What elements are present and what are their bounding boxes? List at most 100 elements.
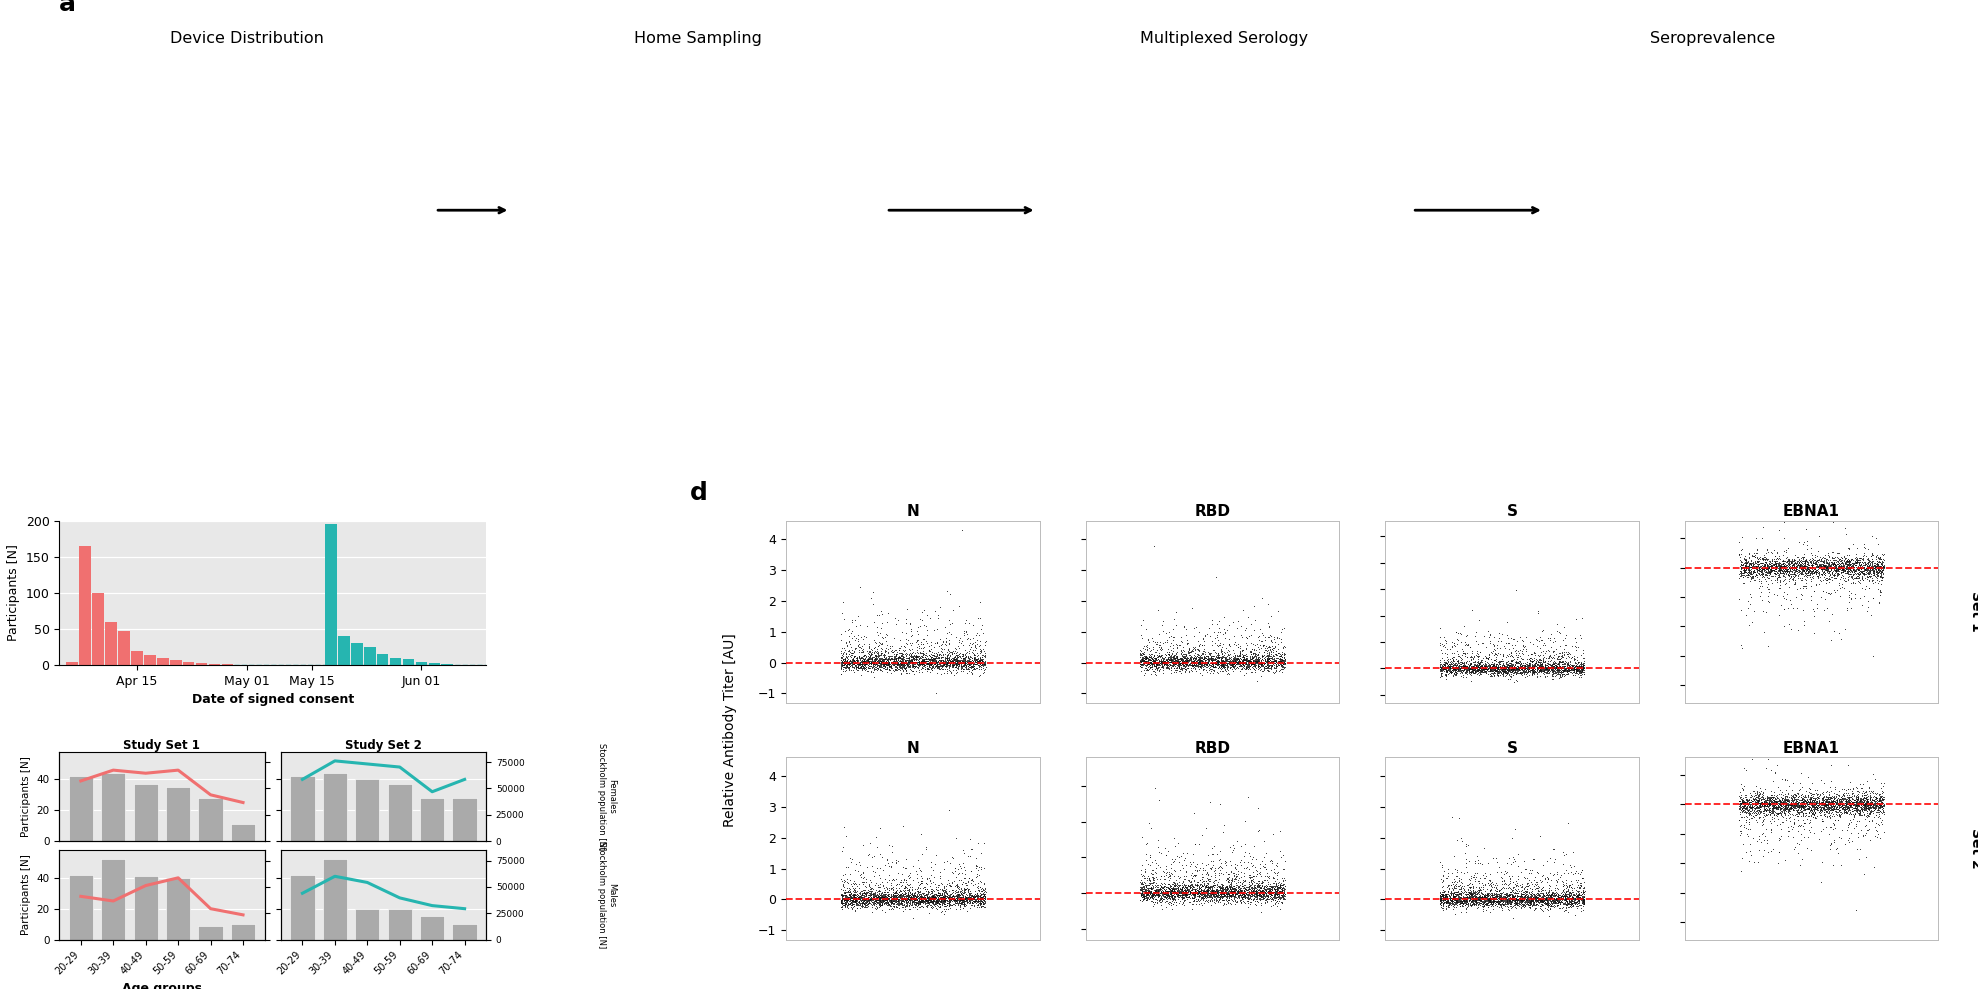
Point <box>853 663 884 678</box>
Point <box>1754 553 1786 569</box>
Point <box>1268 886 1300 902</box>
Point <box>868 891 900 907</box>
Point <box>853 652 884 668</box>
Point <box>1491 896 1523 912</box>
Point <box>1131 880 1163 896</box>
Point <box>1444 659 1476 674</box>
Point <box>1216 653 1248 669</box>
Point <box>1762 567 1794 583</box>
Point <box>1264 876 1296 892</box>
Point <box>854 887 886 903</box>
Point <box>1796 588 1828 604</box>
Point <box>1501 893 1533 909</box>
Point <box>1843 570 1875 585</box>
Point <box>1792 801 1824 817</box>
Point <box>1790 559 1822 575</box>
Point <box>847 638 878 654</box>
Point <box>900 894 932 910</box>
Point <box>1770 553 1802 569</box>
Point <box>1521 663 1553 678</box>
Point <box>1843 561 1875 577</box>
Point <box>1171 654 1203 670</box>
Point <box>906 847 938 862</box>
Point <box>1135 873 1167 889</box>
Point <box>1201 883 1232 899</box>
Point <box>1802 789 1834 805</box>
Point <box>900 649 932 665</box>
Point <box>1865 797 1897 813</box>
Point <box>1565 892 1596 908</box>
Point <box>1842 791 1873 807</box>
Point <box>851 652 882 668</box>
Point <box>866 891 898 907</box>
Point <box>1183 885 1214 901</box>
Point <box>945 659 977 674</box>
Point <box>1768 792 1800 808</box>
Point <box>1125 882 1157 898</box>
Point <box>896 649 928 665</box>
Point <box>1177 642 1209 658</box>
Point <box>1836 799 1867 815</box>
Point <box>864 887 896 903</box>
Point <box>1214 878 1246 894</box>
Point <box>904 896 936 912</box>
Point <box>854 889 886 905</box>
Point <box>888 659 920 674</box>
Point <box>934 900 965 916</box>
Point <box>1842 804 1873 820</box>
Point <box>920 658 951 674</box>
Point <box>1179 886 1211 902</box>
Point <box>1480 668 1511 683</box>
Point <box>1224 882 1256 898</box>
Point <box>1519 890 1551 906</box>
Point <box>1745 555 1776 571</box>
Point <box>1501 660 1533 675</box>
Point <box>1201 629 1232 645</box>
Point <box>1786 561 1818 577</box>
Point <box>949 890 981 906</box>
Point <box>951 661 983 676</box>
Point <box>1464 888 1495 904</box>
Point <box>1185 885 1216 901</box>
Point <box>1266 657 1298 673</box>
Point <box>1816 793 1847 809</box>
Point <box>1551 877 1582 893</box>
Point <box>1199 656 1230 672</box>
Point <box>1127 888 1159 904</box>
Point <box>1213 886 1244 902</box>
Point <box>1193 880 1224 896</box>
Point <box>1760 799 1792 815</box>
Point <box>1151 887 1183 903</box>
Point <box>1808 553 1840 569</box>
Point <box>1482 896 1513 912</box>
Point <box>1784 804 1816 820</box>
Point <box>1762 792 1794 808</box>
Point <box>837 652 868 668</box>
Point <box>1484 887 1515 903</box>
Point <box>926 875 957 891</box>
Point <box>1501 656 1533 672</box>
Point <box>1491 864 1523 880</box>
Point <box>1855 797 1887 813</box>
Point <box>858 648 890 664</box>
Point <box>1159 659 1191 674</box>
Point <box>874 877 906 893</box>
Point <box>1865 567 1897 583</box>
Point <box>1731 557 1762 573</box>
Point <box>878 896 910 912</box>
Point <box>1842 566 1873 582</box>
Point <box>1173 647 1205 663</box>
Point <box>1537 659 1569 674</box>
Point <box>1218 867 1250 883</box>
Point <box>829 653 860 669</box>
Point <box>1470 660 1501 675</box>
Point <box>1794 800 1826 816</box>
Point <box>955 896 987 912</box>
Point <box>916 651 947 667</box>
Point <box>1478 894 1509 910</box>
Point <box>872 886 904 902</box>
Point <box>1559 658 1590 674</box>
Point <box>1177 878 1209 894</box>
Point <box>1199 651 1230 667</box>
Point <box>1452 659 1484 674</box>
